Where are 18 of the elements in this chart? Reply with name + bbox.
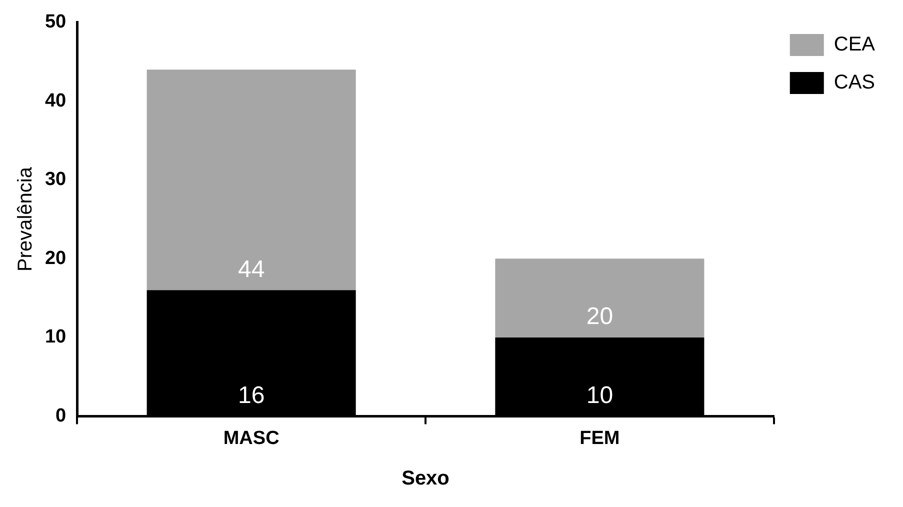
y-tick-label: 20 — [44, 248, 66, 269]
total-label: 20 — [586, 303, 614, 330]
bar — [495, 258, 704, 338]
y-tick-label: 10 — [44, 326, 66, 348]
y-tick-label: 0 — [56, 405, 66, 426]
x-tick-label: FEM — [580, 428, 620, 449]
legend-label: CEA — [834, 34, 876, 56]
total-label: 44 — [238, 256, 265, 283]
bar — [146, 70, 356, 290]
x-axis-title: Sexo — [402, 468, 450, 490]
y-tick-label: 30 — [44, 169, 66, 190]
data-label: 16 — [238, 382, 265, 409]
y-tick-label: 40 — [44, 90, 66, 112]
legend-label: CAS — [834, 72, 875, 94]
x-tick-label: MASC — [223, 428, 280, 449]
y-axis-title: Prevalência — [14, 166, 37, 272]
data-label: 10 — [586, 382, 614, 409]
y-tick-label: 50 — [44, 12, 66, 33]
